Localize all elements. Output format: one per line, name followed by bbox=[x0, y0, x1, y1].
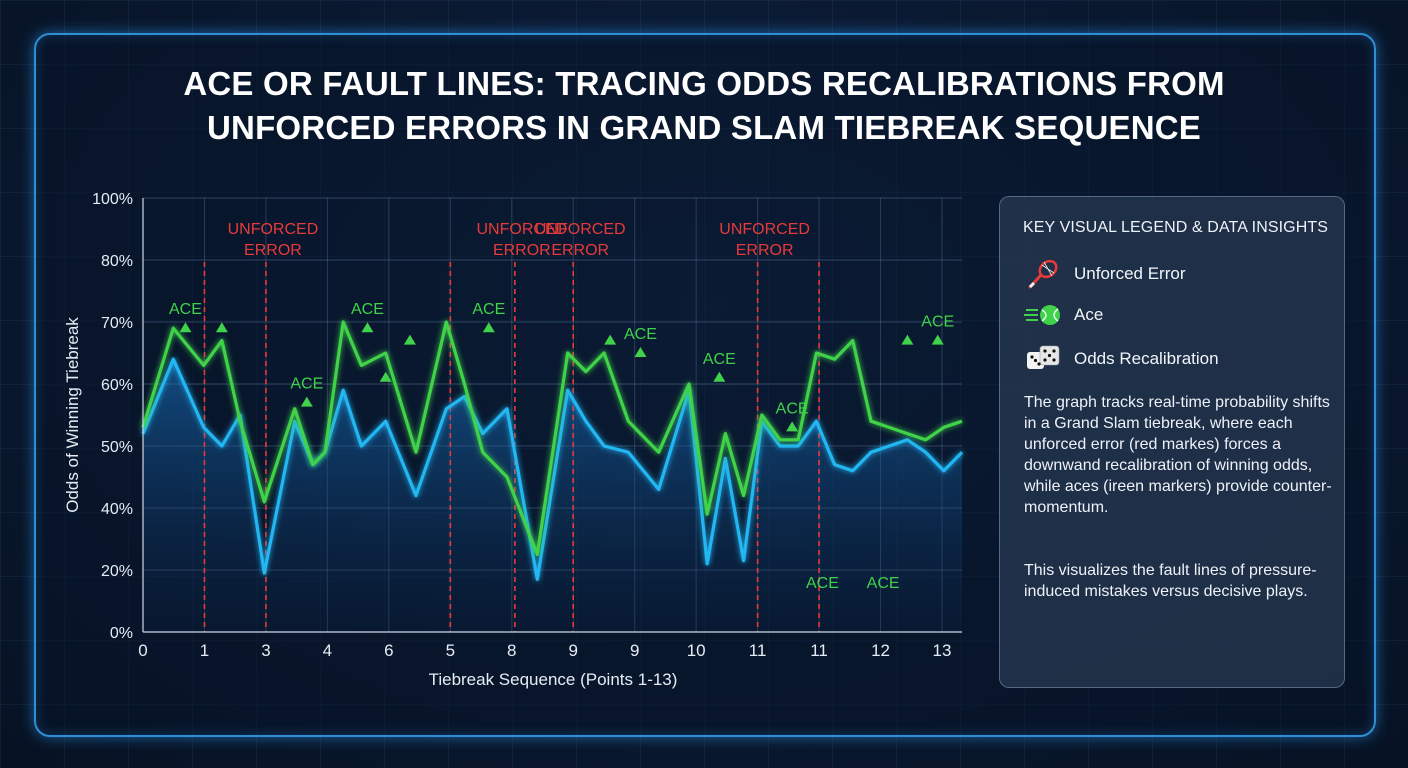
ace-marker bbox=[215, 322, 228, 333]
x-tick-label: 12 bbox=[871, 641, 890, 660]
blue-series-line bbox=[141, 357, 964, 581]
ace-marker bbox=[300, 396, 313, 407]
ace-marker bbox=[634, 347, 647, 357]
ace-marker bbox=[482, 322, 495, 333]
ace-label: ACE bbox=[867, 575, 900, 592]
ace-label: ACE bbox=[472, 301, 505, 318]
y-tick-label: 100% bbox=[92, 191, 133, 208]
ace-label: ACE bbox=[921, 314, 954, 331]
x-tick-label: 10 bbox=[687, 641, 706, 660]
ace-marker bbox=[379, 371, 392, 382]
x-tick-label: 13 bbox=[933, 641, 952, 660]
x-tick-label: 5 bbox=[446, 641, 455, 660]
unforced-error-label: UNFORCED bbox=[719, 221, 810, 238]
x-tick-label: 0 bbox=[138, 641, 147, 660]
x-tick-label: 4 bbox=[323, 641, 332, 660]
unforced-error-label: ERROR bbox=[551, 242, 609, 259]
ace-marker bbox=[786, 421, 799, 432]
x-tick-label: 3 bbox=[261, 641, 270, 660]
y-tick-label: 50% bbox=[101, 439, 133, 456]
title-line-2: UNFORCED ERRORS IN GRAND SLAM TIEBREAK S… bbox=[207, 109, 1201, 146]
ace-marker bbox=[901, 334, 914, 345]
unforced-error-label: ERROR bbox=[244, 242, 302, 259]
x-tick-label: 9 bbox=[630, 641, 639, 660]
unforced-error-label: UNFORCED bbox=[477, 221, 568, 238]
axes: 0%20%40%50%60%70%80%100%0 1 3 4 6 5 8 9 9 10 11 11 1… bbox=[63, 191, 962, 689]
x-tick-label: 6 bbox=[384, 641, 393, 660]
x-tick-label: 1 bbox=[200, 641, 209, 660]
y-tick-label: 80% bbox=[101, 253, 133, 270]
x-tick-label: 11 bbox=[749, 641, 767, 660]
legend-item-odds-recalibration: Odds Recalibration bbox=[1022, 342, 1322, 376]
y-tick-label: 0% bbox=[110, 625, 133, 642]
ace-marker bbox=[403, 334, 416, 345]
unforced-error-label: ERROR bbox=[493, 242, 551, 259]
x-tick-label: 9 bbox=[568, 641, 577, 660]
unforced-error-label: ERROR bbox=[736, 242, 794, 259]
legend-item-ace: Ace bbox=[1022, 298, 1322, 332]
ace-marker bbox=[361, 322, 374, 333]
legend-item-unforced-error: Unforced Error bbox=[1022, 257, 1322, 291]
legend-label-odds-recalibration: Odds Recalibration bbox=[1074, 349, 1219, 368]
title-line-1: ACE OR FAULT LINES: TRACING ODDS RECALIB… bbox=[183, 65, 1225, 102]
ace-label: ACE bbox=[351, 301, 384, 318]
y-axis-label: Odds of Winning Tiebreak bbox=[63, 317, 82, 513]
legend-label-ace: Ace bbox=[1074, 305, 1104, 324]
legend-title: KEY VISUAL LEGEND & DATA INSIGHTS bbox=[1023, 219, 1329, 236]
tennis-ball-icon bbox=[1022, 298, 1066, 332]
ace-label: ACE bbox=[776, 400, 809, 417]
x-axis-label: Tiebreak Sequence (Points 1-13) bbox=[429, 670, 678, 689]
tennis-racket-icon bbox=[1022, 257, 1066, 291]
ace-markers: ACE ACE ACE ACE ACE ACE ACE ACE ACE ACE bbox=[169, 301, 954, 592]
unforced-error-label: UNFORCED bbox=[228, 221, 319, 238]
legend-label-unforced-error: Unforced Error bbox=[1074, 264, 1186, 283]
legend-note: This visualizes the fault lines of press… bbox=[1024, 562, 1317, 600]
ace-label: ACE bbox=[290, 376, 323, 393]
x-tick-label: 8 bbox=[507, 641, 516, 660]
y-tick-label: 40% bbox=[101, 501, 133, 518]
x-tick-label: 11 bbox=[810, 641, 828, 660]
ace-label: ACE bbox=[703, 351, 736, 368]
ace-marker bbox=[931, 334, 944, 345]
y-tick-label: 20% bbox=[101, 563, 133, 580]
y-tick-label: 70% bbox=[101, 315, 133, 332]
ace-marker bbox=[179, 322, 192, 333]
ace-label: ACE bbox=[169, 301, 202, 318]
green-series-line bbox=[141, 320, 963, 557]
ace-label: ACE bbox=[806, 575, 839, 592]
unforced-error-label: UNFORCED bbox=[535, 221, 626, 238]
ace-marker bbox=[604, 334, 617, 345]
legend-description: The graph tracks real-time probability s… bbox=[1024, 394, 1332, 516]
legend-panel: KEY VISUAL LEGEND & DATA INSIGHTS Unforc… bbox=[999, 196, 1345, 688]
series-lines bbox=[141, 320, 964, 581]
ace-marker bbox=[713, 371, 726, 382]
y-tick-label: 60% bbox=[101, 377, 133, 394]
ace-label: ACE bbox=[624, 326, 657, 343]
dice-icon bbox=[1022, 342, 1066, 376]
chart-title: ACE OR FAULT LINES: TRACING ODDS RECALIB… bbox=[0, 62, 1408, 150]
